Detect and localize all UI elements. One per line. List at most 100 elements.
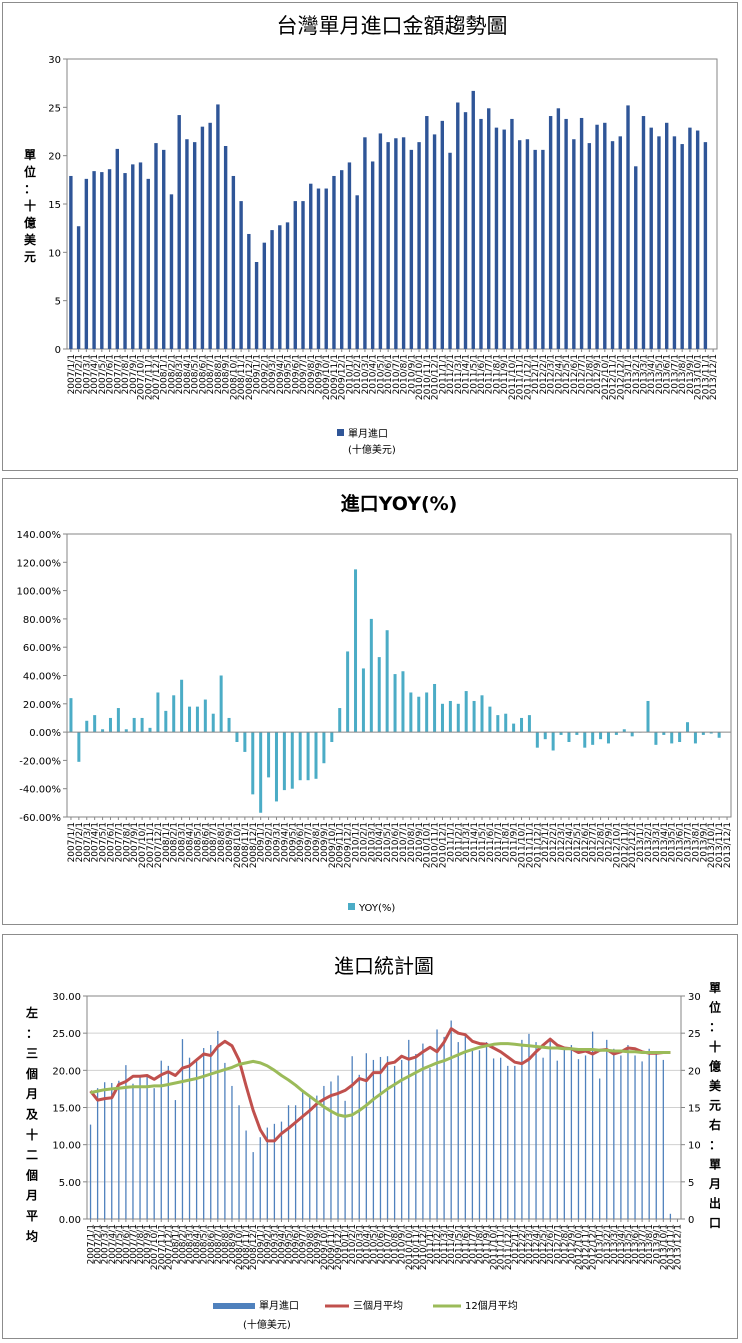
bar bbox=[101, 729, 105, 733]
x-tick-label: 2007/5/1 bbox=[115, 1224, 125, 1264]
x-tick-label: 2010/11/1 bbox=[423, 354, 433, 400]
bar bbox=[116, 708, 120, 733]
x-tick-label: 2009/4/1 bbox=[277, 1224, 287, 1264]
x-tick-label: 2012/9/1 bbox=[604, 822, 614, 862]
x-tick-label: 2011/8/1 bbox=[492, 354, 502, 394]
bar bbox=[606, 732, 610, 744]
bar bbox=[603, 122, 607, 349]
x-tick-label: 2013/4/1 bbox=[647, 354, 657, 394]
bar bbox=[525, 139, 530, 349]
bar bbox=[309, 183, 313, 349]
bar bbox=[132, 1083, 134, 1219]
x-tick-label: 2009/7/1 bbox=[299, 1224, 309, 1264]
bar bbox=[502, 129, 506, 349]
x-tick-label: 2012/5/1 bbox=[573, 822, 583, 862]
legend-unit: (十億美元) bbox=[348, 443, 396, 456]
x-tick-label: 2010/2/1 bbox=[359, 822, 369, 862]
x-tick-label: 2012/1/1 bbox=[531, 354, 541, 394]
legend-label: 12個月平均 bbox=[465, 1299, 518, 1312]
bar bbox=[496, 715, 500, 733]
bar bbox=[613, 1048, 615, 1219]
x-tick-label: 2013/4/1 bbox=[617, 1224, 627, 1264]
x-tick-label: 2008/12/1 bbox=[249, 1224, 259, 1270]
y-tick-label: -60.00% bbox=[19, 813, 61, 824]
x-tick-label: 2013/11/1 bbox=[715, 822, 725, 868]
y2-tick-label: 15 bbox=[688, 1104, 701, 1115]
bar bbox=[549, 1041, 551, 1219]
bar bbox=[701, 732, 705, 735]
bar bbox=[324, 188, 328, 349]
bar bbox=[717, 732, 721, 738]
bar bbox=[294, 1105, 297, 1219]
x-tick-label: 2013/10/1 bbox=[694, 354, 704, 400]
x-tick-label: 2008/5/1 bbox=[191, 354, 201, 394]
bar bbox=[535, 1042, 537, 1219]
bar bbox=[425, 116, 429, 350]
x-tick-label: 2007/10/1 bbox=[137, 354, 147, 400]
x-tick-label: 2007/4/1 bbox=[90, 354, 100, 394]
x-tick-label: 2011/10/1 bbox=[518, 822, 528, 868]
x-tick-label: 2011/10/1 bbox=[490, 1224, 500, 1270]
x-tick-label: 2011/12/1 bbox=[533, 822, 543, 868]
bar bbox=[323, 1085, 325, 1219]
y-axis-label-char: 億 bbox=[24, 215, 36, 230]
monthly-import-svg: 台灣單月進口金額趨勢圖0510152025302007/1/12007/2/12… bbox=[24, 14, 719, 456]
y-axis-label-char: 十 bbox=[24, 198, 36, 213]
x-tick-label: 2011/1/1 bbox=[446, 822, 456, 862]
bar bbox=[514, 1065, 516, 1219]
x-tick-label: 2008/6/1 bbox=[207, 1224, 217, 1264]
y2-tick-label: 30 bbox=[688, 992, 701, 1003]
x-tick-label: 2013/2/1 bbox=[644, 822, 654, 862]
x-tick-label: 2010/9/1 bbox=[415, 822, 425, 862]
x-tick-label: 2011/6/1 bbox=[486, 822, 496, 862]
x-tick-label: 2008/7/1 bbox=[214, 1224, 224, 1264]
x-tick-label: 2008/3/1 bbox=[186, 1224, 196, 1264]
y2-tick-label: 0 bbox=[688, 1215, 694, 1226]
bar bbox=[104, 1082, 106, 1219]
bar bbox=[92, 171, 96, 349]
x-tick-label: 2007/12/1 bbox=[154, 822, 164, 868]
bar bbox=[541, 149, 545, 349]
x-tick-label: 2007/11/1 bbox=[146, 822, 156, 868]
x-tick-label: 2013/6/1 bbox=[631, 1224, 641, 1264]
bar bbox=[386, 1056, 389, 1219]
x-tick-label: 2009/10/1 bbox=[328, 822, 338, 868]
bar bbox=[401, 1059, 403, 1219]
bar bbox=[200, 126, 205, 350]
x-tick-label: 2010/8/1 bbox=[400, 354, 410, 394]
x-tick-label: 2008/6/1 bbox=[198, 354, 208, 394]
bar bbox=[211, 713, 215, 733]
bar bbox=[132, 717, 136, 733]
y2-axis-label-char: 十 bbox=[709, 1039, 721, 1054]
y-axis-label-char: 元 bbox=[24, 250, 36, 264]
import-yoy-chart: 進口YOY(%) -60.00% -40.00% -20.00% 0.00% 20.00%… bbox=[2, 478, 738, 925]
bar bbox=[351, 1056, 353, 1219]
bar bbox=[480, 695, 484, 733]
x-tick-label: 2009/4/1 bbox=[276, 354, 286, 394]
x-tick-label: 2008/8/1 bbox=[214, 354, 224, 394]
bar bbox=[224, 1062, 226, 1219]
bar bbox=[177, 115, 181, 349]
bar bbox=[153, 1088, 155, 1219]
x-tick-label: 2012/4/1 bbox=[554, 354, 564, 394]
x-tick-label: 2013/12/1 bbox=[673, 1224, 683, 1270]
bar bbox=[512, 723, 516, 733]
bar bbox=[125, 1065, 127, 1219]
x-tick-label: 2007/11/1 bbox=[144, 354, 154, 400]
x-tick-label: 2009/5/1 bbox=[288, 822, 298, 862]
bar bbox=[254, 262, 259, 349]
bar bbox=[306, 732, 310, 781]
x-tick-label: 2012/8/1 bbox=[585, 354, 595, 394]
bar bbox=[485, 1042, 488, 1219]
x-tick-label: 2009/1/1 bbox=[257, 822, 267, 862]
x-tick-label: 2009/3/1 bbox=[270, 1224, 280, 1264]
bar bbox=[591, 732, 595, 745]
x-tick-label: 2009/8/1 bbox=[306, 1224, 316, 1264]
bar bbox=[302, 1091, 304, 1219]
x-tick-label: 2009/9/1 bbox=[320, 822, 330, 862]
x-tick-label: 2012/10/1 bbox=[612, 822, 622, 868]
x-tick-label: 2011/4/1 bbox=[470, 822, 480, 862]
y-tick-label: 30 bbox=[48, 55, 61, 66]
y2-tick-label: 20 bbox=[688, 1066, 701, 1077]
bar bbox=[657, 136, 661, 349]
